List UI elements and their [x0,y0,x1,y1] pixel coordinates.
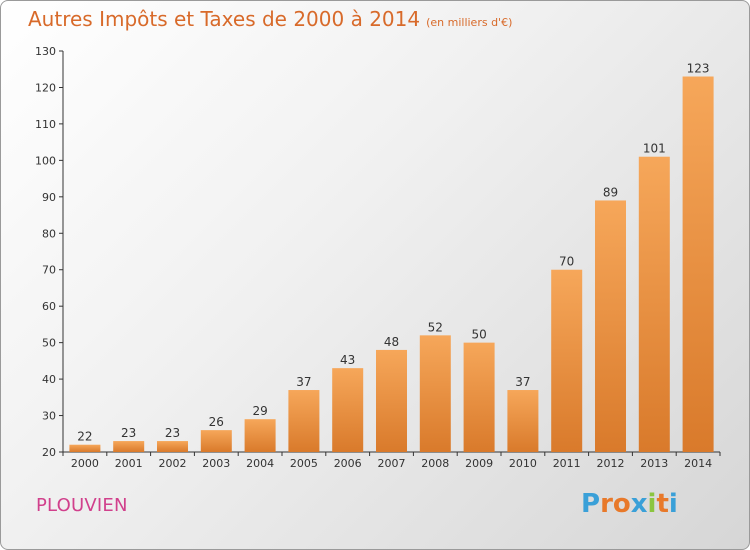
y-tick-label: 80 [42,227,56,240]
bar [244,419,276,452]
y-tick-label: 90 [42,191,56,204]
y-tick-label: 130 [35,45,56,58]
x-tick-label: 2014 [684,457,712,470]
logo-letter: i [647,489,657,519]
y-tick-label: 100 [35,154,56,167]
data-label: 37 [296,375,311,389]
data-label: 48 [384,335,399,349]
x-tick-label: 2012 [597,457,625,470]
bar [332,368,364,452]
x-tick-label: 2011 [553,457,581,470]
y-tick-label: 40 [42,373,56,386]
commune-name: PLOUVIEN [36,495,128,516]
bar [69,444,101,452]
data-label: 43 [340,353,355,367]
bar [507,390,539,452]
bar [682,76,714,452]
data-label: 29 [252,404,267,418]
bar [200,430,232,452]
y-tick-label: 70 [42,264,56,277]
x-tick-label: 2004 [246,457,274,470]
logo-letter: x [630,489,648,519]
x-tick-label: 2009 [465,457,493,470]
data-label: 37 [515,375,530,389]
data-label: 22 [77,430,92,444]
data-label: 101 [643,142,666,156]
x-tick-label: 2005 [290,457,318,470]
bar [595,200,626,452]
data-label: 23 [165,426,180,440]
x-tick-label: 2008 [421,457,449,470]
x-tick-label: 2006 [334,457,362,470]
x-tick-label: 2007 [378,457,406,470]
y-tick-label: 20 [42,446,56,459]
data-label: 26 [209,415,224,429]
bar [638,156,670,452]
bar [113,441,145,452]
logo-letter: o [612,489,631,519]
data-label: 89 [603,185,618,199]
x-tick-label: 2002 [159,457,187,470]
chart-unit: (en milliers d'€) [426,16,513,29]
data-label: 123 [687,62,710,76]
bar [551,269,583,452]
chart-title: Autres Impôts et Taxes de 2000 à 2014 (en… [28,7,512,31]
x-tick-label: 2013 [640,457,668,470]
y-tick-label: 110 [35,118,56,131]
y-tick-label: 60 [42,300,56,313]
data-label: 52 [428,320,443,334]
data-label: 23 [121,426,136,440]
x-tick-label: 2003 [202,457,230,470]
bar [463,342,495,452]
x-tick-label: 2000 [71,457,99,470]
y-tick-label: 50 [42,337,56,350]
bar [376,349,407,452]
bar [288,390,320,452]
chart-title-text: Autres Impôts et Taxes de 2000 à 2014 [28,7,421,31]
logo-letter: t [656,489,669,519]
x-tick-label: 2001 [115,457,143,470]
data-label: 70 [559,255,574,269]
logo-letter: r [600,489,613,519]
bar [419,335,451,452]
y-tick-label: 30 [42,410,56,423]
data-label: 50 [471,328,486,342]
bar [157,441,188,452]
y-tick-label: 120 [35,81,56,94]
x-tick-label: 2010 [509,457,537,470]
logo-letter: i [668,489,678,519]
proxiti-logo[interactable]: Proxiti [581,489,678,519]
logo-letter: P [581,489,601,519]
